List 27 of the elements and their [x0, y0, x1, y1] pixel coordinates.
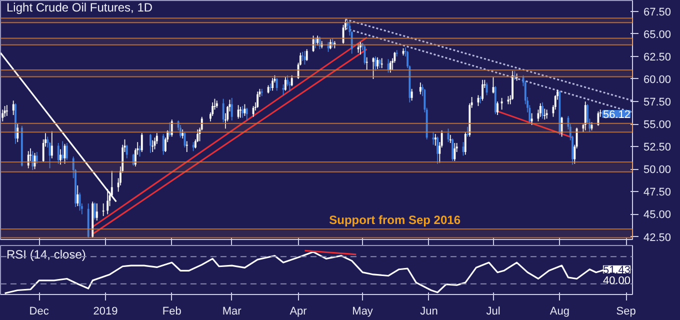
band-label: Support from Sep 2016 [329, 213, 461, 228]
x-tick-label: Jun [420, 306, 438, 318]
y-tick-label: 67.50 [644, 6, 672, 18]
y-tick-label: 62.50 [644, 51, 672, 64]
annotation: 56.12 [602, 108, 631, 121]
annotation: 40.00 [602, 274, 631, 287]
y-tick-label: 42.50 [644, 232, 672, 244]
x-tick-label: Apr [290, 306, 308, 318]
x-tick-label: Mar [222, 306, 242, 318]
x-tick-label: May [352, 306, 374, 318]
x-tick-label: 2019 [93, 306, 118, 318]
y-tick-label: 57.50 [644, 96, 672, 109]
chart-title: Light Crude Oil Futures, 1D [6, 0, 153, 14]
x-tick-label: Dec [29, 306, 50, 318]
y-tick-label: 55.00 [644, 119, 672, 132]
x-tick-label: Aug [550, 306, 570, 318]
chart-title: RSI (14, close) [6, 248, 86, 262]
y-tick-label: 52.50 [644, 142, 672, 154]
x-tick-label: Sep [616, 306, 636, 318]
y-tick-label: 65.00 [644, 28, 672, 41]
x-tick-label: Jul [486, 306, 500, 318]
annotation: 51.43 [602, 264, 631, 276]
y-tick-label: 60.00 [644, 74, 672, 86]
x-tick-label: Feb [162, 306, 182, 318]
y-tick-label: 45.00 [644, 209, 672, 222]
y-tick-label: 47.50 [644, 186, 672, 199]
y-tick-label: 50.00 [644, 164, 672, 176]
